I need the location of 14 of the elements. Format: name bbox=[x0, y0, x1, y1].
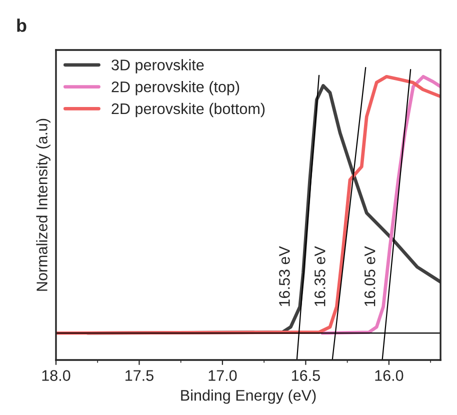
chart-title: b bbox=[17, 18, 26, 32]
legend-label: 2D perovskite (bottom) bbox=[112, 102, 265, 118]
annotation: 16.05 eV bbox=[364, 246, 376, 306]
x-axis-title: Binding Energy (eV) bbox=[181, 390, 316, 404]
annotation: 16.35 eV bbox=[314, 246, 326, 306]
annotation: 16.53 eV bbox=[279, 246, 290, 306]
legend-label: 3D perovskite bbox=[112, 59, 204, 74]
y-axis-title: Normalized Intensity (a.u) bbox=[36, 118, 50, 291]
x-tick-label: 18.0 bbox=[42, 370, 70, 381]
x-tick-label: 16.5 bbox=[292, 370, 320, 381]
x-tick-label: 16.0 bbox=[375, 370, 404, 381]
legend-label: 2D perovskite (top) bbox=[112, 81, 240, 96]
x-tick-label: 17.0 bbox=[208, 370, 237, 381]
x-tick-label: 17.5 bbox=[126, 370, 154, 381]
